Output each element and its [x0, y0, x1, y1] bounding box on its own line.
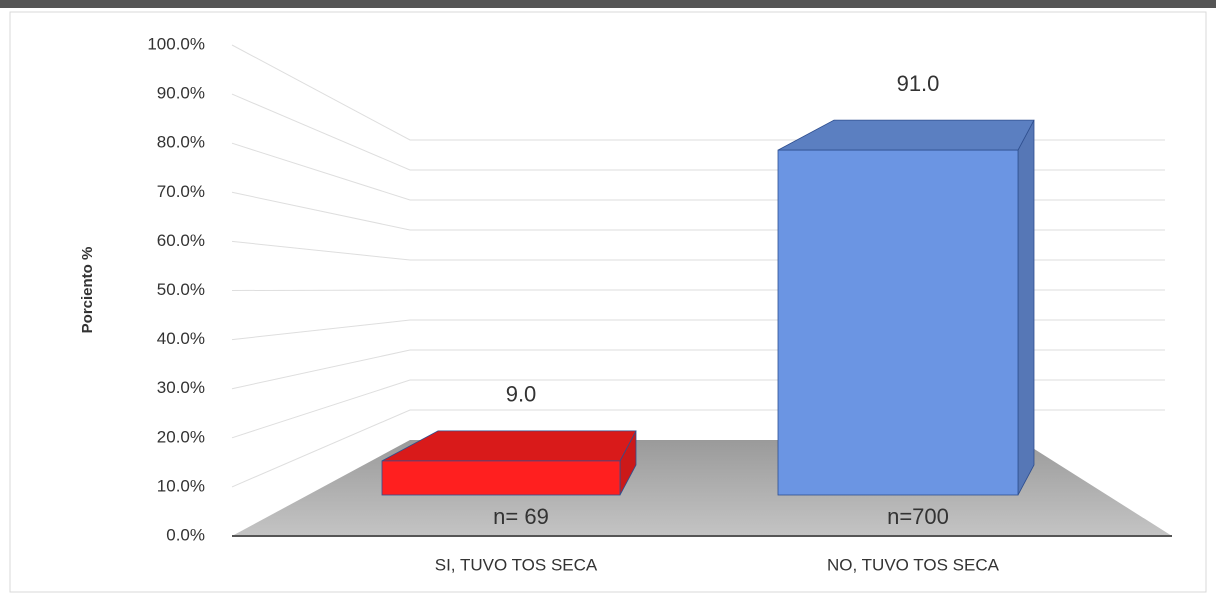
value-label: 9.0 [506, 382, 537, 407]
y-tick-label: 40.0% [157, 329, 205, 348]
y-tick-label: 70.0% [157, 182, 205, 201]
y-tick-label: 30.0% [157, 378, 205, 397]
x-tick-label: SI, TUVO TOS SECA [435, 555, 598, 574]
y-tick-label: 20.0% [157, 427, 205, 446]
annotation: n=700 [887, 504, 949, 529]
y-tick-label: 10.0% [157, 476, 205, 495]
y-axis-label: Porciento % [79, 247, 96, 334]
bar-side [1017, 119, 1035, 496]
y-tick-label: 80.0% [157, 133, 205, 152]
y-tick-label: 0.0% [166, 525, 205, 544]
y-tick-label: 50.0% [157, 280, 205, 299]
y-tick-label: 90.0% [157, 84, 205, 103]
cut-title-strip [0, 0, 1216, 8]
value-label: 91.0 [897, 71, 940, 96]
annotation: n= 69 [493, 504, 549, 529]
x-tick-label: NO, TUVO TOS SECA [827, 555, 1000, 574]
y-tick-label: 100.0% [147, 34, 205, 53]
y-tick-label: 60.0% [157, 231, 205, 250]
bar [777, 149, 1019, 496]
bar [381, 460, 621, 496]
